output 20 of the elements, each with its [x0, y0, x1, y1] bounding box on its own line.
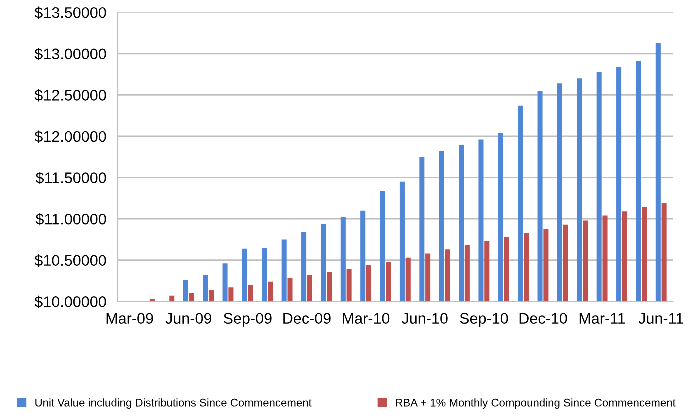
y-tick-label: $13.00000 [34, 48, 106, 60]
y-tick-label: $11.50000 [36, 172, 106, 184]
x-tick-label: Jun-10 [402, 313, 448, 324]
x-tick-label: Mar-09 [106, 313, 154, 324]
legend-label: RBA + 1% Monthly Compounding Since Commencement [396, 398, 676, 409]
x-tick-label: Sep-10 [460, 313, 508, 328]
y-tick-label: $11.00000 [36, 213, 106, 226]
x-tick-label: Sep-09 [224, 313, 272, 328]
y-tick-label: $12.50000 [34, 89, 106, 102]
legend-label: Unit Value including Distributions Since Commencement [36, 398, 312, 409]
x-tick-label: Dec-09 [284, 313, 331, 324]
x-tick-label: Dec-10 [520, 313, 568, 324]
y-tick-label: $12.00000 [34, 130, 106, 144]
y-tick-label: $10.50000 [34, 254, 106, 267]
x-tick-label: Jun-11 [638, 313, 684, 324]
y-tick-label: $10.00000 [34, 296, 106, 308]
x-tick-label: Jun-09 [166, 313, 212, 324]
y-tick-label: $13.50000 [34, 6, 106, 20]
x-tick-label: Mar-11 [580, 313, 626, 324]
x-tick-label: Mar-10 [343, 313, 390, 324]
